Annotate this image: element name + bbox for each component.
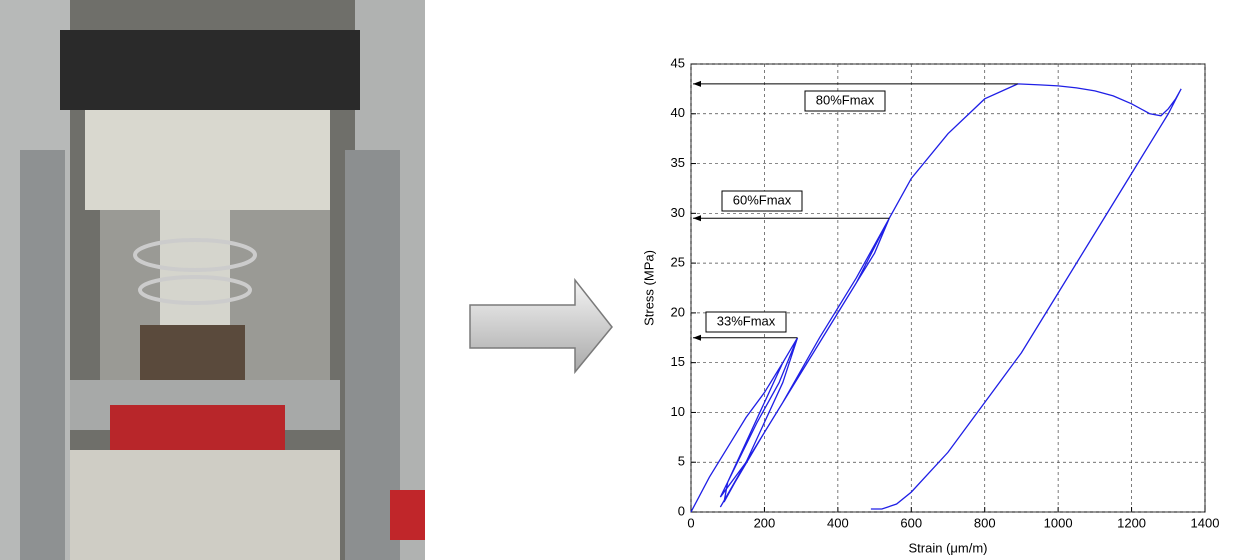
annotation-box [721,190,803,212]
annotation-label: 60%Fmax [733,192,792,207]
y-tick-label: 0 [678,503,685,518]
photo [0,0,425,560]
arrow [469,277,613,375]
y-tick-label: 10 [671,404,685,419]
x-tick-label: 200 [754,515,776,530]
x-tick-label: 1000 [1044,515,1073,530]
x-tick-label: 600 [900,515,922,530]
y-tick-label: 25 [671,255,685,270]
x-tick-label: 400 [827,515,849,530]
x-tick-label: 1200 [1117,515,1146,530]
plot-frame [690,63,1206,513]
arrow-head [693,215,701,222]
annotation-box [705,311,787,333]
data-line [690,83,1182,513]
x-tick-label: 800 [974,515,996,530]
y-tick-label: 45 [671,55,685,70]
chart: Strain (μm/m) Stress (MPa) [641,63,1206,555]
y-tick-label: 5 [678,454,685,469]
x-tick-label: 0 [687,515,694,530]
x-tick-label: 1400 [1191,515,1220,530]
annotation-label: 33%Fmax [717,313,776,328]
y-axis-label: Stress (MPa) [641,250,656,326]
y-tick-label: 40 [671,105,685,120]
y-tick-label: 30 [671,205,685,220]
annotation-label: 80%Fmax [816,92,875,107]
y-tick-label: 20 [671,304,685,319]
y-tick-label: 15 [671,354,685,369]
arrow-head [693,80,701,87]
x-axis-label: Strain (μm/m) [909,540,988,555]
y-tick-label: 35 [671,155,685,170]
annotation-box [804,90,886,112]
arrow-head [693,334,701,341]
